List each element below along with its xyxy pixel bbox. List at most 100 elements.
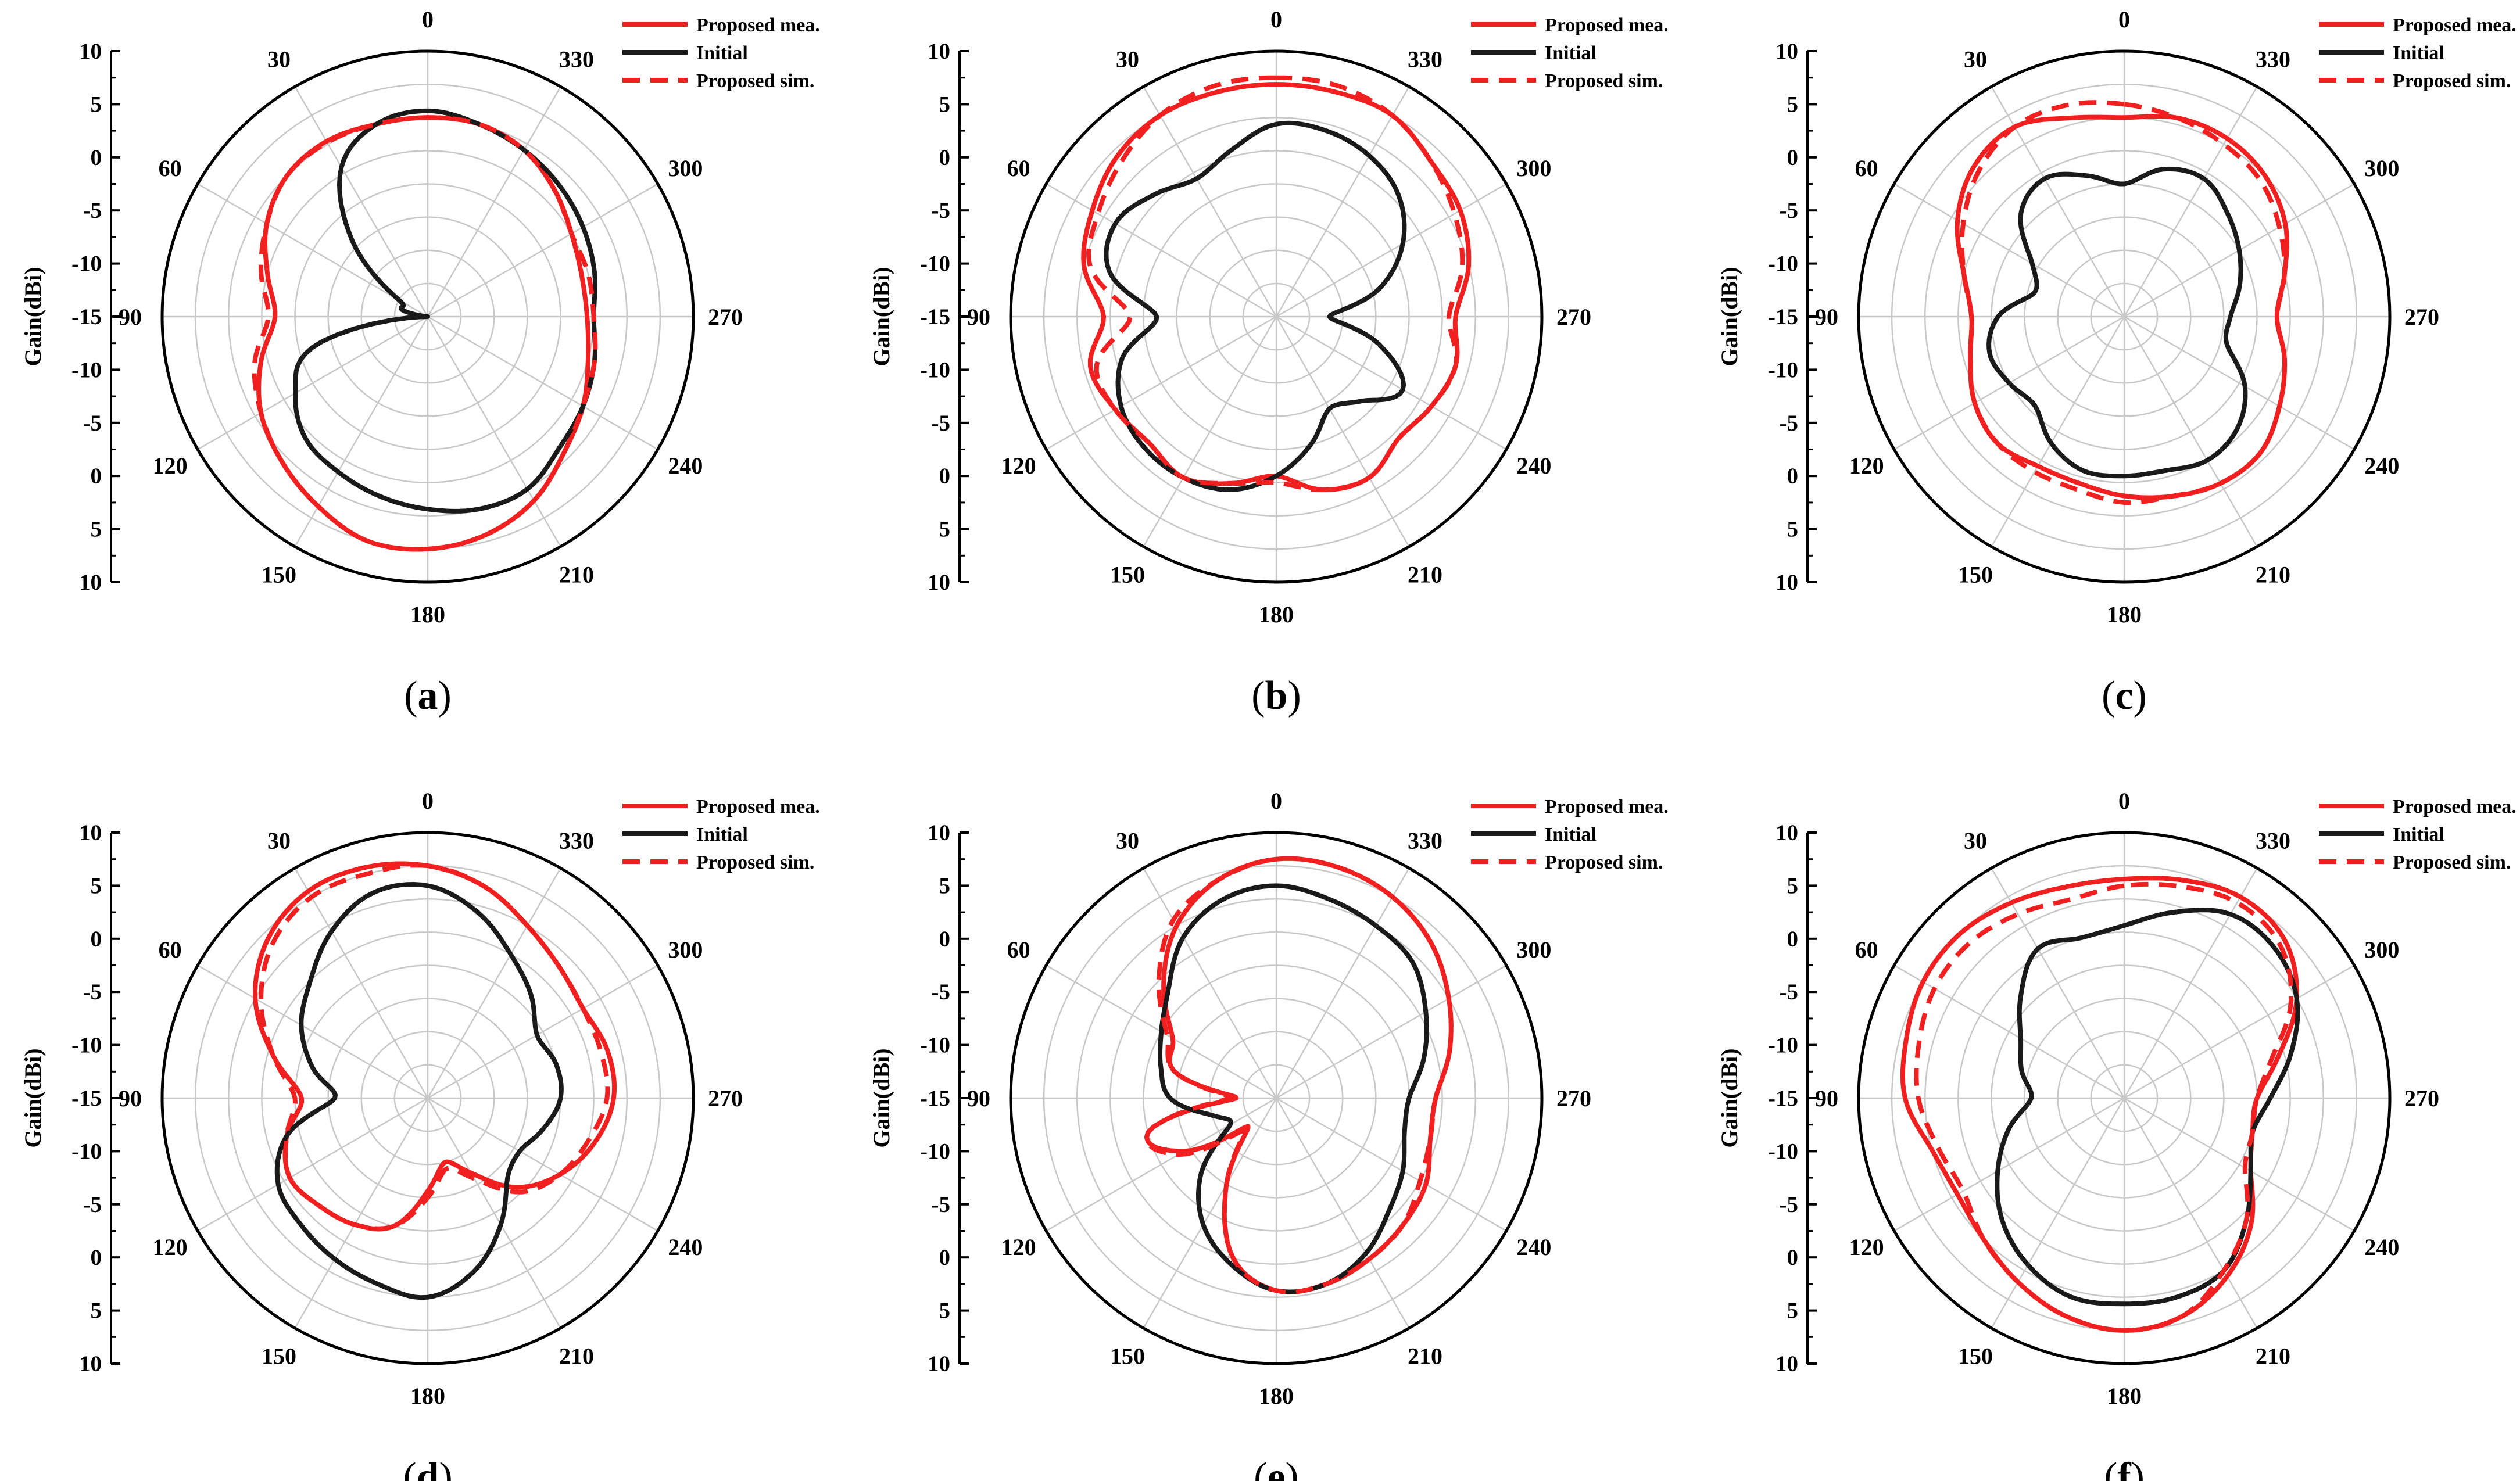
radial-tick-label: 5	[939, 873, 951, 898]
polar-outer-circle	[1857, 49, 2392, 584]
radial-tick-label: 0	[939, 927, 951, 952]
angle-label-0: 0	[422, 6, 434, 33]
radial-tick-label: 10	[79, 39, 102, 64]
y-axis-label: Gain(dBi)	[20, 267, 46, 366]
radial-tick-label: -5	[1780, 980, 1799, 1005]
angle-label-330: 330	[559, 828, 594, 854]
angle-label-150: 150	[1110, 561, 1145, 587]
grid-spoke	[1893, 183, 2125, 318]
angle-label-210: 210	[559, 561, 594, 587]
grid-spoke	[2123, 1098, 2258, 1329]
angle-label-60: 60	[1007, 155, 1030, 181]
y-axis-label: Gain(dBi)	[20, 1048, 46, 1147]
legend-label-dashed-red: Proposed sim.	[696, 70, 814, 92]
legend-label-solid-red: Proposed mea.	[2393, 796, 2517, 817]
radial-tick-label: 5	[1787, 92, 1799, 117]
grid-spoke	[427, 1098, 561, 1329]
radial-tick-label: -5	[1780, 198, 1799, 223]
radial-tick-label: 10	[79, 570, 102, 595]
grid-spoke	[197, 1097, 428, 1232]
series-line-dashed-red	[1144, 856, 1454, 1295]
grid-spoke	[1046, 183, 1277, 318]
angle-label-180: 180	[410, 601, 445, 627]
angle-label-240: 240	[2364, 453, 2399, 479]
angle-label-30: 30	[267, 828, 291, 854]
grid-spoke	[2124, 315, 2355, 450]
radial-tick-label: 0	[1787, 145, 1799, 170]
angle-label-120: 120	[1849, 1234, 1884, 1260]
grid-spoke	[427, 316, 561, 547]
angle-label-90: 90	[967, 1085, 990, 1111]
grid-spoke	[1276, 964, 1507, 1099]
series-line-solid-black	[1986, 166, 2248, 479]
y-axis-label: Gain(dBi)	[868, 267, 894, 366]
radial-tick-label: 10	[928, 820, 950, 845]
grid-spoke	[1991, 316, 2125, 547]
radial-tick-label: -15	[920, 1086, 950, 1111]
grid-spoke	[2124, 964, 2355, 1099]
series-line-dashed-red	[252, 115, 598, 552]
grid-spoke	[1276, 1097, 1507, 1232]
polar-panel-f: 0 30 60 90 120 150 180 210 240 270 300 330 10 5 0 -5 -10…	[1716, 788, 2517, 1481]
panel-label: (e)	[1254, 1455, 1299, 1481]
angle-label-60: 60	[1855, 937, 1878, 963]
radial-tick-label: -10	[71, 357, 102, 382]
angle-label-270: 270	[2404, 1085, 2439, 1111]
angle-label-240: 240	[1516, 453, 1551, 479]
radial-tick-label: 10	[1776, 39, 1798, 64]
grid-spoke	[2124, 1097, 2355, 1232]
radial-tick-label: -5	[83, 1192, 102, 1217]
angle-label-90: 90	[119, 1085, 142, 1111]
angle-label-210: 210	[2256, 561, 2290, 587]
angle-label-30: 30	[1964, 828, 1987, 854]
radial-tick-label: 0	[1787, 1245, 1799, 1270]
y-axis-label: Gain(dBi)	[1716, 267, 1742, 366]
legend-label-dashed-red: Proposed sim.	[2393, 70, 2511, 92]
grid-spoke	[2123, 316, 2258, 547]
panel-label: (b)	[1251, 673, 1301, 718]
radial-tick-label: 5	[1787, 1299, 1799, 1324]
radial-tick-label: -10	[71, 1033, 102, 1058]
angle-label-150: 150	[1110, 1343, 1145, 1369]
grid-spoke	[2123, 867, 2258, 1099]
grid-spoke	[427, 867, 561, 1099]
angle-label-210: 210	[1408, 1343, 1442, 1369]
angle-label-30: 30	[1116, 46, 1139, 73]
y-axis-label: Gain(dBi)	[868, 1048, 894, 1147]
radial-tick-label: 5	[91, 1299, 102, 1324]
angle-label-90: 90	[1815, 304, 1838, 330]
radial-tick-label: 0	[939, 464, 951, 489]
radial-tick-label: 0	[91, 1245, 102, 1270]
radial-tick-label: 5	[91, 873, 102, 898]
radial-tick-label: 5	[1787, 517, 1799, 542]
angle-label-30: 30	[267, 46, 291, 73]
radial-tick-label: 5	[1787, 873, 1799, 898]
radial-tick-label: -10	[920, 357, 950, 382]
angle-label-210: 210	[2256, 1343, 2290, 1369]
series-line-solid-black	[1104, 120, 1407, 492]
series-line-solid-black	[274, 882, 564, 1300]
radial-tick-label: 10	[79, 820, 102, 845]
radial-tick-label: 0	[939, 145, 951, 170]
angle-label-0: 0	[1270, 788, 1282, 814]
angle-label-270: 270	[708, 304, 743, 330]
radial-tick-label: 5	[939, 92, 951, 117]
grid-spoke	[197, 315, 428, 450]
legend-label-solid-red: Proposed mea.	[2393, 15, 2517, 36]
radial-tick-label: -5	[83, 411, 102, 436]
radial-tick-label: 0	[1787, 464, 1799, 489]
angle-label-30: 30	[1964, 46, 1987, 73]
angle-label-240: 240	[668, 1234, 703, 1260]
radial-tick-label: -5	[83, 980, 102, 1005]
angle-label-120: 120	[153, 1234, 188, 1260]
radial-tick-label: -10	[920, 1033, 950, 1058]
radial-tick-label: 10	[1776, 570, 1798, 595]
grid-spoke	[1143, 86, 1277, 317]
radial-tick-label: -5	[932, 198, 951, 223]
angle-label-330: 330	[1408, 46, 1442, 73]
angle-label-60: 60	[159, 155, 182, 181]
radial-tick-label: -15	[71, 1086, 102, 1111]
angle-label-60: 60	[159, 937, 182, 963]
grid-spoke	[1143, 867, 1277, 1099]
polar-outer-circle	[1009, 831, 1544, 1365]
